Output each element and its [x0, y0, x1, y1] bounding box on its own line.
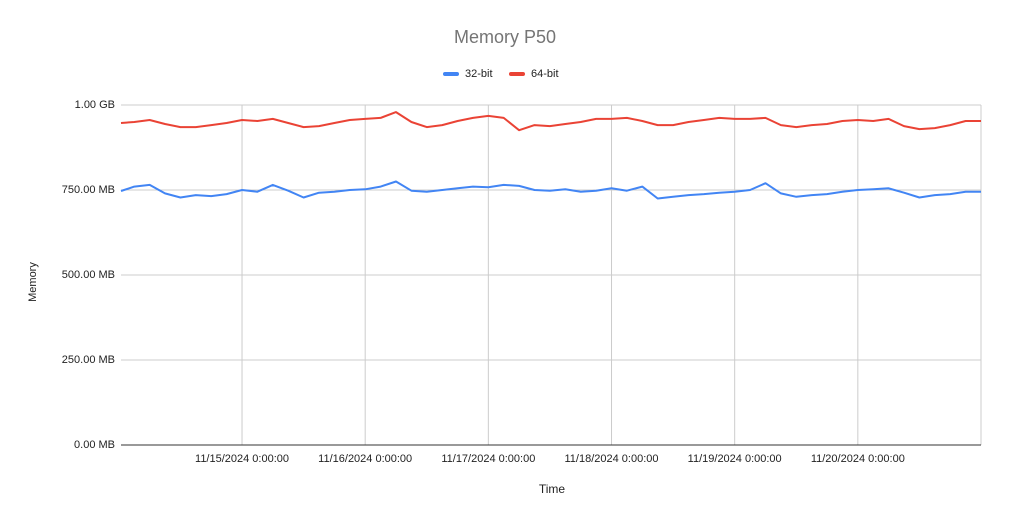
x-tick-label: 11/19/2024 0:00:00	[688, 453, 782, 465]
x-tick-label: 11/16/2024 0:00:00	[318, 453, 412, 465]
x-tick-label: 11/15/2024 0:00:00	[195, 453, 289, 465]
y-tick-label: 750.00 MB	[62, 184, 115, 196]
chart-title: Memory P50	[454, 27, 556, 47]
y-tick-label: 500.00 MB	[62, 269, 115, 281]
x-tick-label: 11/20/2024 0:00:00	[811, 453, 905, 465]
x-tick-label: 11/17/2024 0:00:00	[441, 453, 535, 465]
y-tick-label: 1.00 GB	[75, 99, 115, 111]
line-series	[120, 111, 981, 132]
line-series	[120, 180, 981, 200]
x-tick-label: 11/18/2024 0:00:00	[565, 453, 659, 465]
legend-label: 32-bit	[465, 68, 493, 80]
y-axis-label: Memory	[27, 262, 39, 302]
legend-label: 64-bit	[531, 68, 559, 80]
y-tick-label: 250.00 MB	[62, 354, 115, 366]
y-tick-label: 0.00 MB	[74, 439, 115, 451]
x-axis-label: Time	[539, 482, 566, 496]
